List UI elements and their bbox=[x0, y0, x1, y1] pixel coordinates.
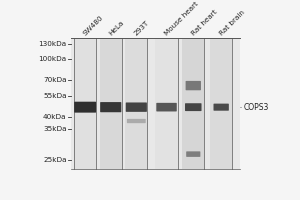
FancyBboxPatch shape bbox=[186, 81, 201, 90]
FancyBboxPatch shape bbox=[127, 119, 146, 123]
Bar bbox=[74, 38, 96, 169]
Text: 40kDa: 40kDa bbox=[43, 114, 67, 120]
FancyBboxPatch shape bbox=[214, 104, 229, 111]
Text: 100kDa: 100kDa bbox=[38, 56, 67, 62]
Bar bbox=[155, 38, 178, 169]
Text: 35kDa: 35kDa bbox=[43, 126, 67, 132]
FancyBboxPatch shape bbox=[186, 151, 200, 157]
FancyBboxPatch shape bbox=[185, 103, 202, 111]
Bar bbox=[100, 38, 122, 169]
Bar bbox=[125, 38, 147, 169]
FancyBboxPatch shape bbox=[156, 103, 177, 111]
Text: 70kDa: 70kDa bbox=[43, 77, 67, 83]
FancyBboxPatch shape bbox=[74, 102, 96, 113]
Bar bbox=[182, 38, 204, 169]
Text: 25kDa: 25kDa bbox=[43, 157, 67, 163]
Text: HeLa: HeLa bbox=[108, 20, 125, 37]
FancyBboxPatch shape bbox=[126, 102, 147, 112]
Text: 55kDa: 55kDa bbox=[43, 93, 67, 99]
Text: 130kDa: 130kDa bbox=[38, 41, 67, 47]
Text: COPS3: COPS3 bbox=[243, 103, 268, 112]
Bar bbox=[71, 38, 240, 169]
Text: 293T: 293T bbox=[133, 20, 150, 37]
Bar bbox=[210, 38, 232, 169]
Text: SW480: SW480 bbox=[82, 15, 104, 37]
Text: Rat heart: Rat heart bbox=[190, 9, 218, 37]
Text: Mouse heart: Mouse heart bbox=[164, 1, 200, 37]
FancyBboxPatch shape bbox=[100, 102, 121, 112]
Text: Rat brain: Rat brain bbox=[218, 10, 246, 37]
